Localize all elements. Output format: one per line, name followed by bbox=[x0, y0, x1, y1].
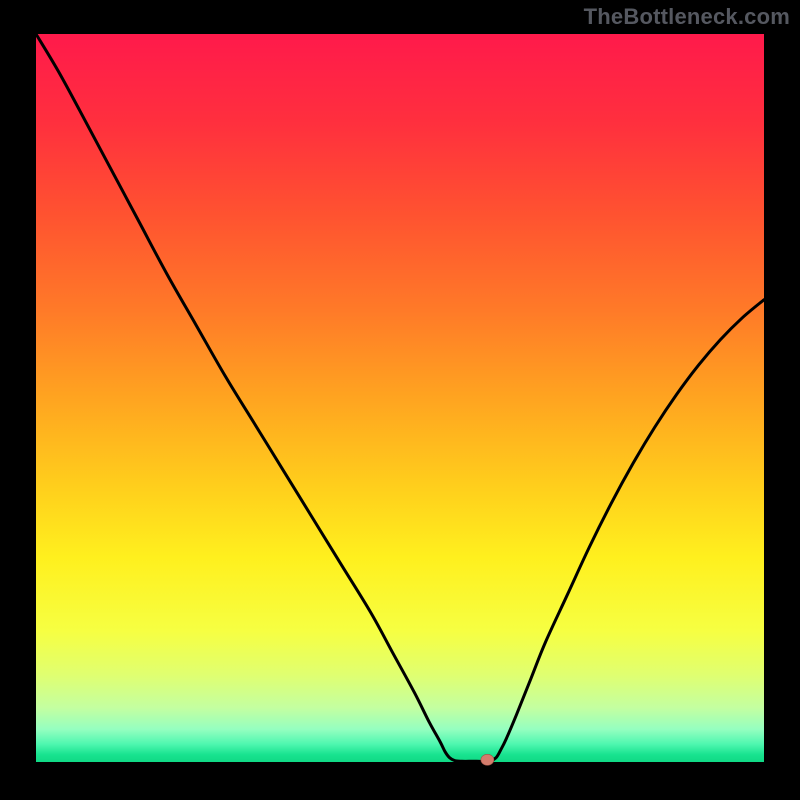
chart-gradient-bg bbox=[36, 34, 764, 762]
bottleneck-chart bbox=[0, 0, 800, 800]
watermark-text: TheBottleneck.com bbox=[584, 4, 790, 30]
current-config-marker bbox=[481, 754, 494, 765]
